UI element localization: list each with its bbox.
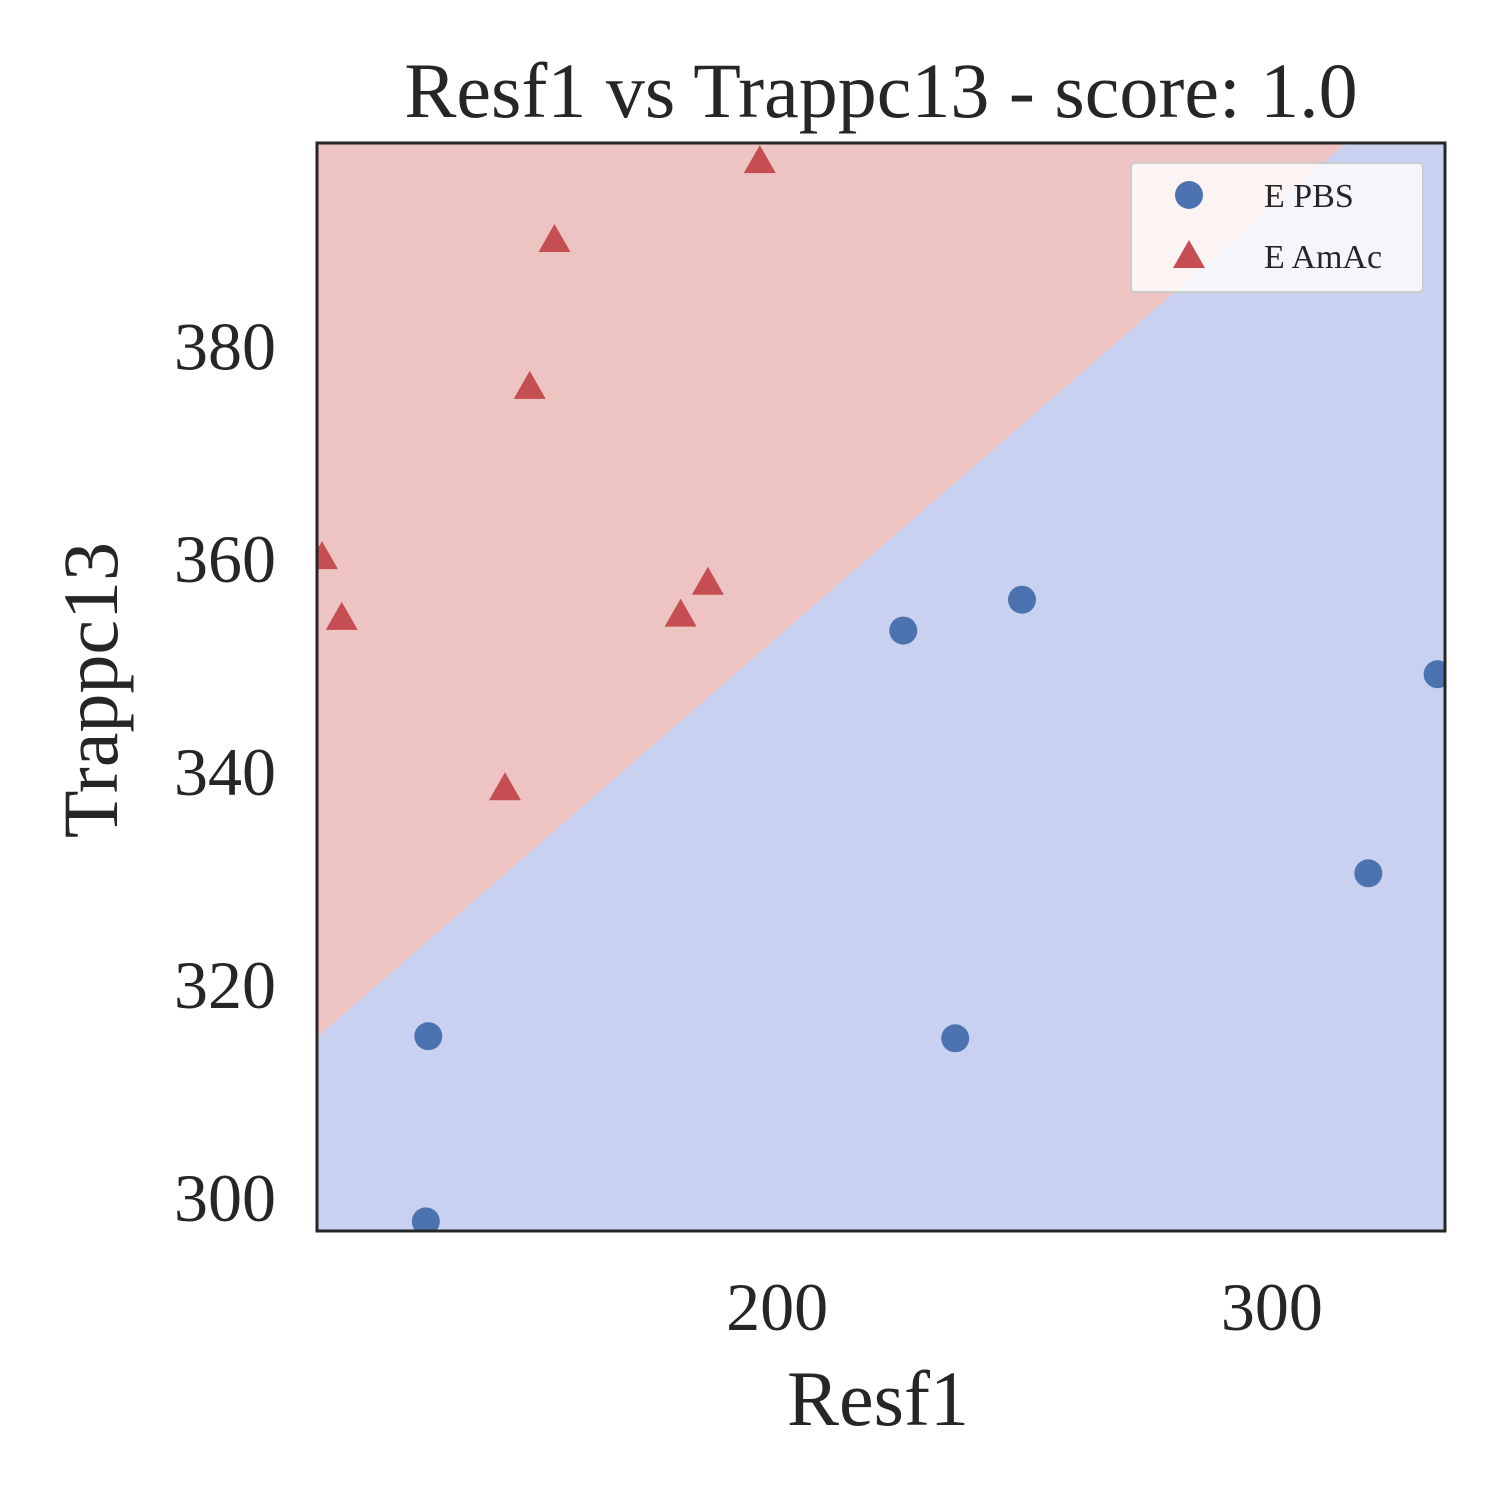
y-tick-label: 380 (174, 308, 276, 384)
x-tick-label: 300 (1221, 1269, 1323, 1345)
y-tick-label: 360 (174, 521, 276, 597)
e-amac-point (489, 772, 521, 801)
x-axis-ticks: 200 300 (726, 1269, 1323, 1345)
legend-box (1130, 162, 1424, 293)
legend-amac-marker (1173, 240, 1205, 268)
e-amac-point (691, 566, 724, 595)
x-axis-label: Resf1 (787, 1355, 969, 1442)
e-pbs-point (1354, 859, 1383, 888)
plot-area (317, 143, 1445, 1231)
x-tick-label: 200 (726, 1269, 828, 1345)
plot-frame (315, 141, 1447, 1233)
legend-pbs-marker (1175, 181, 1203, 209)
e-pbs-point (1423, 660, 1445, 689)
y-axis-ticks: 300 320 340 360 380 (174, 308, 276, 1236)
e-amac-point (325, 601, 358, 630)
data-points (317, 145, 1445, 1231)
e-pbs-point (411, 1207, 440, 1231)
pbs-region (317, 143, 1445, 1231)
e-amac-point (317, 541, 338, 570)
y-tick-label: 320 (174, 947, 276, 1023)
chart-title: Resf1 vs Trappc13 - score: 1.0 (404, 47, 1357, 134)
e-amac-point (743, 145, 776, 174)
e-pbs-point (414, 1022, 443, 1051)
e-amac-point (538, 223, 571, 252)
y-tick-label: 340 (174, 734, 276, 810)
e-amac-point (664, 598, 697, 627)
legend-amac-label: E AmAc (1264, 239, 1382, 276)
y-axis-label: Trappc13 (47, 542, 134, 838)
e-pbs-point (1008, 585, 1036, 614)
legend-pbs-label: E PBS (1264, 178, 1354, 215)
e-amac-point (513, 370, 546, 399)
e-pbs-point (889, 616, 918, 645)
e-pbs-point (941, 1024, 970, 1053)
y-tick-label: 300 (174, 1160, 276, 1236)
legend: E PBS E AmAc (1130, 162, 1424, 293)
